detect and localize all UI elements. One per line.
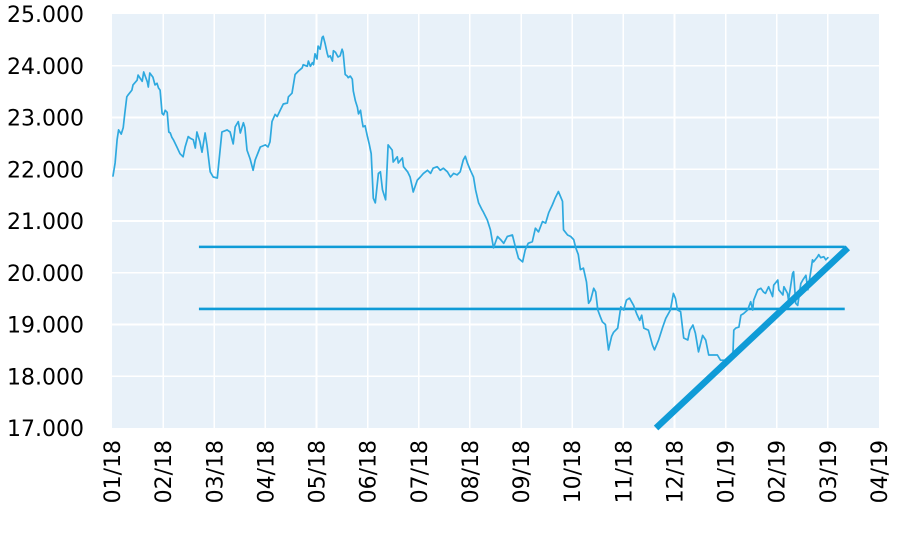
x-axis-tick-label: 05/18 bbox=[306, 440, 331, 503]
y-axis-tick-label: 17.000 bbox=[7, 417, 84, 442]
x-axis-tick-label: 03/18 bbox=[203, 440, 228, 503]
x-axis-tick-label: 12/18 bbox=[663, 440, 688, 503]
x-axis-tick-label: 02/18 bbox=[152, 440, 177, 503]
trend-line bbox=[653, 245, 851, 431]
x-axis-tick-label: 02/19 bbox=[766, 440, 791, 503]
y-axis-tick-label: 21.000 bbox=[7, 210, 84, 235]
y-axis-tick-label: 24.000 bbox=[7, 55, 84, 80]
x-axis-tick-label: 11/18 bbox=[612, 440, 637, 503]
x-axis-tick-label: 08/18 bbox=[459, 440, 484, 503]
y-axis-tick-label: 20.000 bbox=[7, 262, 84, 287]
x-axis-tick-label: 01/19 bbox=[715, 440, 740, 503]
x-axis-tick-label: 03/19 bbox=[817, 440, 842, 503]
x-axis-tick-label: 06/18 bbox=[357, 440, 382, 503]
x-axis-tick-label: 10/18 bbox=[561, 440, 586, 503]
x-axis-tick-label: 07/18 bbox=[408, 440, 433, 503]
y-axis-tick-label: 25.000 bbox=[7, 3, 84, 28]
y-axis-tick-label: 18.000 bbox=[7, 365, 84, 390]
x-axis-tick-label: 01/18 bbox=[101, 440, 126, 503]
y-axis-tick-label: 22.000 bbox=[7, 158, 84, 183]
x-axis-tick-label: 04/19 bbox=[868, 440, 893, 503]
y-axis-tick-label: 19.000 bbox=[7, 314, 84, 339]
x-axis-tick-label: 09/18 bbox=[510, 440, 535, 503]
x-axis-tick-label: 04/18 bbox=[254, 440, 279, 503]
price-line bbox=[112, 35, 829, 362]
y-axis-tick-label: 23.000 bbox=[7, 107, 84, 132]
